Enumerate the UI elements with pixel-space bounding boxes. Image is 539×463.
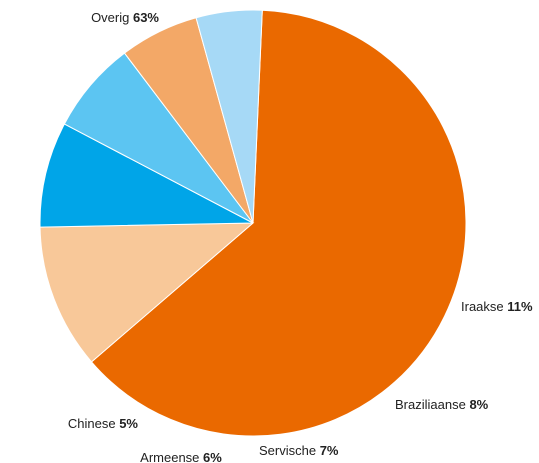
pie-slice-braziliaanse xyxy=(39,123,254,228)
slice-label-name: Armeense xyxy=(140,450,203,463)
slice-label-name: Braziliaanse xyxy=(395,397,469,412)
pie-slice-chinese xyxy=(195,9,263,224)
pie-slice-iraakse xyxy=(39,222,255,363)
slice-label-value: 11% xyxy=(507,299,533,314)
slice-label-name: Iraakse xyxy=(461,299,507,314)
slice-label-value: 6% xyxy=(203,450,222,463)
pie-slice-overig xyxy=(90,9,467,437)
slice-label-name: Overig xyxy=(91,10,133,25)
slice-label-chinese: Chinese 5% xyxy=(68,416,139,431)
slice-label-overig: Overig 63% xyxy=(91,10,159,25)
slice-label-name: Servische xyxy=(259,443,320,458)
slice-label-iraakse: Iraakse 11% xyxy=(461,299,533,314)
slice-label-value: 7% xyxy=(320,443,339,458)
slice-label-name: Chinese xyxy=(68,416,119,431)
slice-label-servische: Servische 7% xyxy=(259,443,339,458)
slice-label-braziliaanse: Braziliaanse 8% xyxy=(395,397,489,412)
pie-labels: Overig 63% Iraakse 11% Braziliaanse 8% Serv… xyxy=(68,10,533,463)
slice-label-value: 8% xyxy=(469,397,488,412)
slice-label-value: 63% xyxy=(133,10,159,25)
pie-slices xyxy=(39,9,467,437)
slice-label-value: 5% xyxy=(119,416,138,431)
slice-label-armeense: Armeense 6% xyxy=(140,450,222,463)
